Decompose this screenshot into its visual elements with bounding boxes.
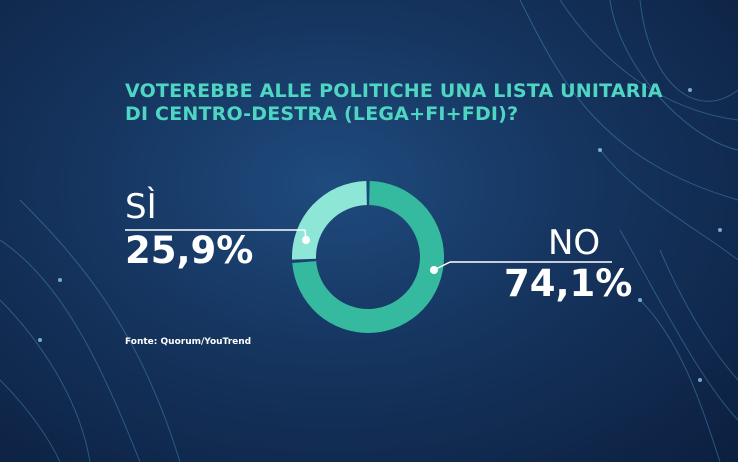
source-note: Fonte: Quorum/YouTrend xyxy=(125,337,252,347)
slice-label-si: SÌ xyxy=(125,187,157,227)
slice-value-no: 74,1% xyxy=(504,262,633,305)
chart-title: VOTEREBBE ALLE POLITICHE UNA LISTA UNITA… xyxy=(125,80,663,126)
slice-value-si: 25,9% xyxy=(125,229,254,272)
donut-slice-si xyxy=(292,181,367,260)
chart-title-line-2: DI CENTRO-DESTRA (LEGA+FI+FDI)? xyxy=(125,103,519,125)
slice-label-no: NO xyxy=(548,223,601,263)
chart-title-line-1: VOTEREBBE ALLE POLITICHE UNA LISTA UNITA… xyxy=(125,80,663,102)
leader-line-si-tick xyxy=(304,229,307,241)
leader-dot-no xyxy=(430,266,438,274)
donut-slice-no xyxy=(292,181,444,333)
